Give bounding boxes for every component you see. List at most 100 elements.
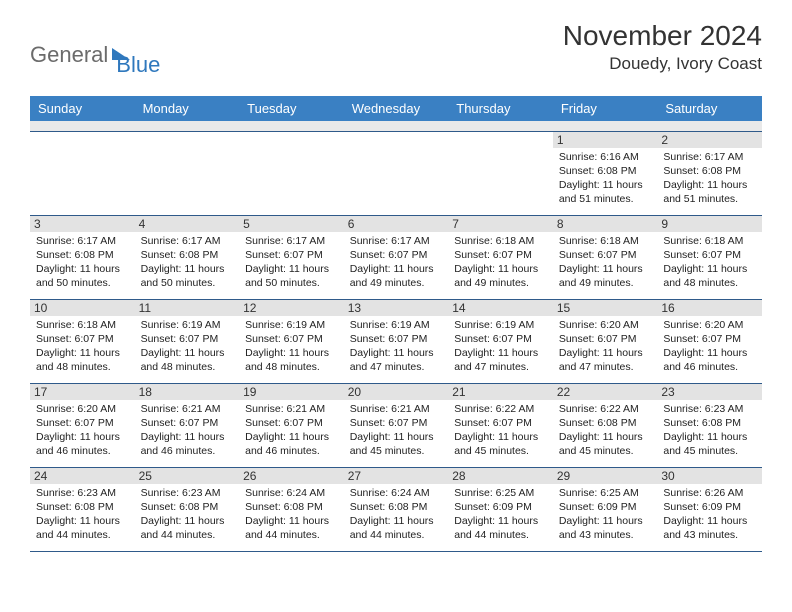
brand-text-2: Blue xyxy=(116,52,160,78)
sunset-text: Sunset: 6:08 PM xyxy=(141,248,234,262)
sunrise-text: Sunrise: 6:20 AM xyxy=(36,402,129,416)
day-cell: 15Sunrise: 6:20 AMSunset: 6:07 PMDayligh… xyxy=(553,299,658,383)
sunrise-text: Sunrise: 6:19 AM xyxy=(350,318,443,332)
day-cell: 27Sunrise: 6:24 AMSunset: 6:08 PMDayligh… xyxy=(344,467,449,551)
sunrise-text: Sunrise: 6:17 AM xyxy=(350,234,443,248)
day-number: 19 xyxy=(239,384,344,400)
day-details: Sunrise: 6:24 AMSunset: 6:08 PMDaylight:… xyxy=(350,486,443,543)
calendar-body: .....1Sunrise: 6:16 AMSunset: 6:08 PMDay… xyxy=(30,131,762,551)
sunrise-text: Sunrise: 6:23 AM xyxy=(36,486,129,500)
sunrise-text: Sunrise: 6:22 AM xyxy=(559,402,652,416)
day-cell: 29Sunrise: 6:25 AMSunset: 6:09 PMDayligh… xyxy=(553,467,658,551)
sunrise-text: Sunrise: 6:17 AM xyxy=(663,150,756,164)
weekday-header: Thursday xyxy=(448,96,553,121)
sunset-text: Sunset: 6:08 PM xyxy=(245,500,338,514)
day-cell: 5Sunrise: 6:17 AMSunset: 6:07 PMDaylight… xyxy=(239,215,344,299)
day-cell: 6Sunrise: 6:17 AMSunset: 6:07 PMDaylight… xyxy=(344,215,449,299)
sunset-text: Sunset: 6:07 PM xyxy=(350,332,443,346)
day-details: Sunrise: 6:21 AMSunset: 6:07 PMDaylight:… xyxy=(350,402,443,459)
sunset-text: Sunset: 6:08 PM xyxy=(350,500,443,514)
day-cell: 9Sunrise: 6:18 AMSunset: 6:07 PMDaylight… xyxy=(657,215,762,299)
sunset-text: Sunset: 6:07 PM xyxy=(663,332,756,346)
day-details: Sunrise: 6:26 AMSunset: 6:09 PMDaylight:… xyxy=(663,486,756,543)
day-cell: 3Sunrise: 6:17 AMSunset: 6:08 PMDaylight… xyxy=(30,215,135,299)
daylight-text: Daylight: 11 hours and 50 minutes. xyxy=(245,262,338,290)
day-number: 18 xyxy=(135,384,240,400)
sunset-text: Sunset: 6:08 PM xyxy=(559,416,652,430)
sunset-text: Sunset: 6:07 PM xyxy=(454,248,547,262)
sunrise-text: Sunrise: 6:18 AM xyxy=(559,234,652,248)
day-details: Sunrise: 6:23 AMSunset: 6:08 PMDaylight:… xyxy=(141,486,234,543)
location-subtitle: Douedy, Ivory Coast xyxy=(563,54,762,74)
day-cell: 1Sunrise: 6:16 AMSunset: 6:08 PMDaylight… xyxy=(553,131,658,215)
daylight-text: Daylight: 11 hours and 49 minutes. xyxy=(350,262,443,290)
sunset-text: Sunset: 6:07 PM xyxy=(454,416,547,430)
weekday-header: Sunday xyxy=(30,96,135,121)
day-number: 13 xyxy=(344,300,449,316)
daylight-text: Daylight: 11 hours and 46 minutes. xyxy=(245,430,338,458)
day-details: Sunrise: 6:17 AMSunset: 6:07 PMDaylight:… xyxy=(245,234,338,291)
day-number: 2 xyxy=(657,132,762,148)
day-cell: 18Sunrise: 6:21 AMSunset: 6:07 PMDayligh… xyxy=(135,383,240,467)
day-cell: 20Sunrise: 6:21 AMSunset: 6:07 PMDayligh… xyxy=(344,383,449,467)
sunrise-text: Sunrise: 6:24 AM xyxy=(350,486,443,500)
daylight-text: Daylight: 11 hours and 49 minutes. xyxy=(454,262,547,290)
day-cell: 26Sunrise: 6:24 AMSunset: 6:08 PMDayligh… xyxy=(239,467,344,551)
daylight-text: Daylight: 11 hours and 48 minutes. xyxy=(141,346,234,374)
day-cell: 16Sunrise: 6:20 AMSunset: 6:07 PMDayligh… xyxy=(657,299,762,383)
day-cell: . xyxy=(344,131,449,215)
day-details: Sunrise: 6:17 AMSunset: 6:08 PMDaylight:… xyxy=(663,150,756,207)
day-number: 17 xyxy=(30,384,135,400)
daylight-text: Daylight: 11 hours and 44 minutes. xyxy=(245,514,338,542)
sunset-text: Sunset: 6:07 PM xyxy=(454,332,547,346)
day-number: 15 xyxy=(553,300,658,316)
day-number: 6 xyxy=(344,216,449,232)
day-number: 4 xyxy=(135,216,240,232)
title-block: November 2024 Douedy, Ivory Coast xyxy=(563,20,762,74)
day-number: 28 xyxy=(448,468,553,484)
day-cell: 30Sunrise: 6:26 AMSunset: 6:09 PMDayligh… xyxy=(657,467,762,551)
sunrise-text: Sunrise: 6:16 AM xyxy=(559,150,652,164)
day-details: Sunrise: 6:19 AMSunset: 6:07 PMDaylight:… xyxy=(245,318,338,375)
sunrise-text: Sunrise: 6:18 AM xyxy=(36,318,129,332)
day-details: Sunrise: 6:19 AMSunset: 6:07 PMDaylight:… xyxy=(141,318,234,375)
day-cell: 10Sunrise: 6:18 AMSunset: 6:07 PMDayligh… xyxy=(30,299,135,383)
sunrise-text: Sunrise: 6:19 AM xyxy=(454,318,547,332)
day-details: Sunrise: 6:18 AMSunset: 6:07 PMDaylight:… xyxy=(454,234,547,291)
weekday-header: Tuesday xyxy=(239,96,344,121)
sunset-text: Sunset: 6:07 PM xyxy=(559,332,652,346)
day-number: 12 xyxy=(239,300,344,316)
day-details: Sunrise: 6:22 AMSunset: 6:07 PMDaylight:… xyxy=(454,402,547,459)
daylight-text: Daylight: 11 hours and 45 minutes. xyxy=(663,430,756,458)
sunset-text: Sunset: 6:07 PM xyxy=(245,332,338,346)
daylight-text: Daylight: 11 hours and 48 minutes. xyxy=(245,346,338,374)
sunset-text: Sunset: 6:08 PM xyxy=(141,500,234,514)
sunset-text: Sunset: 6:07 PM xyxy=(663,248,756,262)
daylight-text: Daylight: 11 hours and 46 minutes. xyxy=(663,346,756,374)
daylight-text: Daylight: 11 hours and 51 minutes. xyxy=(663,178,756,206)
daylight-text: Daylight: 11 hours and 44 minutes. xyxy=(350,514,443,542)
day-details: Sunrise: 6:18 AMSunset: 6:07 PMDaylight:… xyxy=(36,318,129,375)
daylight-text: Daylight: 11 hours and 46 minutes. xyxy=(141,430,234,458)
day-details: Sunrise: 6:22 AMSunset: 6:08 PMDaylight:… xyxy=(559,402,652,459)
day-number: 24 xyxy=(30,468,135,484)
brand-logo: General Blue xyxy=(30,20,160,78)
spacer-row xyxy=(30,121,762,131)
day-cell: 11Sunrise: 6:19 AMSunset: 6:07 PMDayligh… xyxy=(135,299,240,383)
day-details: Sunrise: 6:18 AMSunset: 6:07 PMDaylight:… xyxy=(559,234,652,291)
day-cell: 25Sunrise: 6:23 AMSunset: 6:08 PMDayligh… xyxy=(135,467,240,551)
calendar-week-row: 17Sunrise: 6:20 AMSunset: 6:07 PMDayligh… xyxy=(30,383,762,467)
day-number: 3 xyxy=(30,216,135,232)
sunset-text: Sunset: 6:07 PM xyxy=(141,332,234,346)
month-title: November 2024 xyxy=(563,20,762,52)
sunrise-text: Sunrise: 6:23 AM xyxy=(141,486,234,500)
day-cell: 21Sunrise: 6:22 AMSunset: 6:07 PMDayligh… xyxy=(448,383,553,467)
day-details: Sunrise: 6:20 AMSunset: 6:07 PMDaylight:… xyxy=(36,402,129,459)
calendar-table: Sunday Monday Tuesday Wednesday Thursday… xyxy=(30,96,762,552)
sunrise-text: Sunrise: 6:25 AM xyxy=(454,486,547,500)
day-cell: 17 Sunrise: 6:20 AMSunset: 6:07 PMDayligh… xyxy=(30,383,135,467)
sunrise-text: Sunrise: 6:18 AM xyxy=(454,234,547,248)
sunrise-text: Sunrise: 6:19 AM xyxy=(141,318,234,332)
daylight-text: Daylight: 11 hours and 43 minutes. xyxy=(559,514,652,542)
sunrise-text: Sunrise: 6:25 AM xyxy=(559,486,652,500)
